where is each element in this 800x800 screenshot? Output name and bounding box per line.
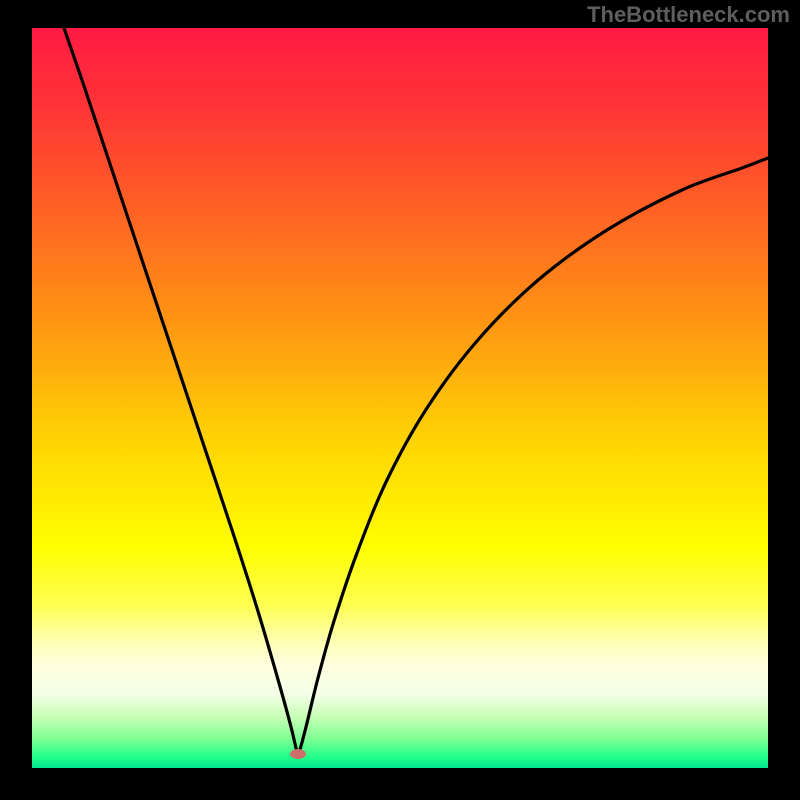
- watermark-text: TheBottleneck.com: [587, 2, 790, 28]
- bottleneck-curve: [64, 28, 768, 755]
- chart-container: TheBottleneck.com: [0, 0, 800, 800]
- minimum-marker: [290, 749, 306, 759]
- curve-overlay: [0, 0, 800, 800]
